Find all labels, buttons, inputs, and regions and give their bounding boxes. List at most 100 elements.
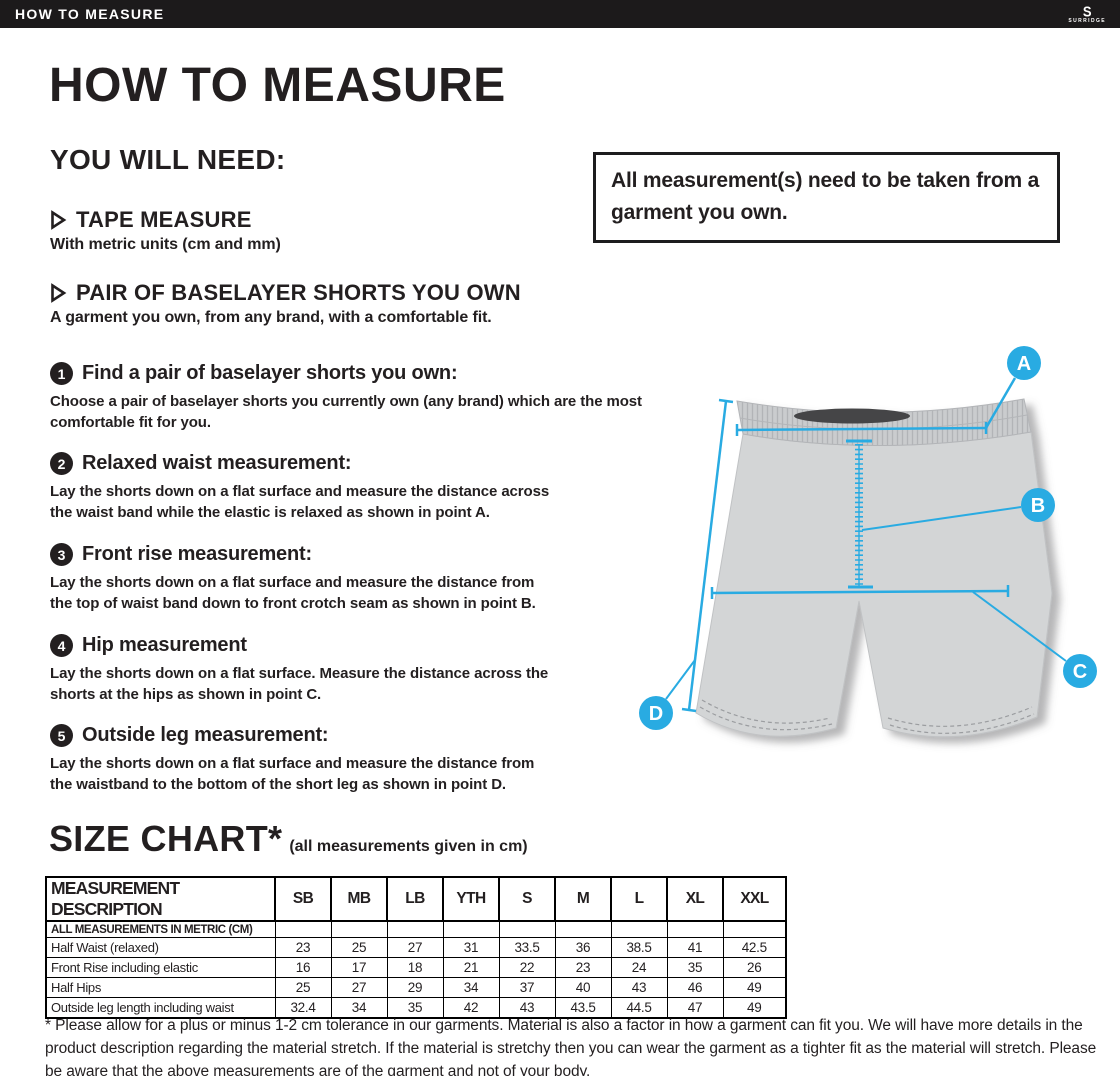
table-cell: 31 (442, 937, 500, 958)
table-cell: 16 (274, 957, 332, 978)
size-chart-table: MEASUREMENT DESCRIPTION SB MB LB YTH S M… (45, 876, 787, 1019)
step-body: Lay the shorts down on a flat surface an… (50, 483, 550, 521)
step-number-badge: 5 (50, 724, 73, 747)
step-body: Lay the shorts down on a flat surface an… (50, 574, 536, 612)
diagram-point-b: B (1021, 488, 1055, 522)
table-cell: Half Hips (45, 977, 276, 998)
table-cell: 27 (330, 977, 388, 998)
notice-box: All measurement(s) need to be taken from… (593, 152, 1060, 243)
step-title: Relaxed waist measurement: (82, 452, 352, 474)
size-chart-heading: SIZE CHART* (all measurements given in cm… (49, 818, 528, 860)
need-item-subtitle: A garment you own, from any brand, with … (50, 309, 492, 326)
top-bar: HOW TO MEASURE S SURRIDGE (0, 0, 1120, 28)
table-cell: 41 (666, 937, 724, 958)
measurement-lines (665, 377, 1067, 713)
table-cell: 24 (610, 957, 668, 978)
step-number-badge: 2 (50, 452, 73, 475)
table-cell: 32.4 (274, 997, 332, 1019)
step-number-badge: 4 (50, 634, 73, 657)
table-cell: Outside leg length including waist (45, 997, 276, 1019)
table-cell: 40 (554, 977, 612, 998)
column-header: LB (386, 876, 444, 922)
table-cell: 49 (722, 997, 787, 1019)
table-row: Front Rise including elastic 16 17 18 21… (45, 957, 787, 978)
table-cell: 43 (610, 977, 668, 998)
table-cell (666, 920, 724, 938)
table-cell: 35 (386, 997, 444, 1019)
table-cell: 49 (722, 977, 787, 998)
column-header: XXL (722, 876, 787, 922)
column-header: S (498, 876, 556, 922)
column-header: M (554, 876, 612, 922)
step-4: 4 Hip measurement Lay the shorts down on… (50, 634, 722, 705)
diagram-point-a: A (1007, 346, 1041, 380)
step-title: Front rise measurement: (82, 543, 312, 565)
table-cell: 36 (554, 937, 612, 958)
table-cell (386, 920, 444, 938)
step-body: Choose a pair of baselayer shorts you cu… (50, 393, 642, 431)
table-cell: 27 (386, 937, 444, 958)
surridge-s-icon: S (1082, 2, 1092, 21)
table-cell (442, 920, 500, 938)
column-header: XL (666, 876, 724, 922)
table-row: Half Waist (relaxed) 23 25 27 31 33.5 36… (45, 937, 787, 958)
page-title: HOW TO MEASURE (49, 59, 506, 112)
table-cell: 43 (498, 997, 556, 1019)
step-body: Lay the shorts down on a flat surface. M… (50, 665, 549, 703)
table-cell: 42.5 (722, 937, 787, 958)
table-cell: 43.5 (554, 997, 612, 1019)
svg-text:C: C (1073, 661, 1087, 683)
step-3: 3 Front rise measurement: Lay the shorts… (50, 543, 722, 614)
triangle-bullet-icon (51, 283, 67, 303)
table-cell: 22 (498, 957, 556, 978)
table-cell (610, 920, 668, 938)
table-cell: 33.5 (498, 937, 556, 958)
table-cell: 46 (666, 977, 724, 998)
diagram-point-c: C (1063, 654, 1097, 688)
table-cell: 23 (274, 937, 332, 958)
need-item-baselayer-shorts: PAIR OF BASELAYER SHORTS YOU OWN A garme… (50, 280, 590, 327)
surridge-logo: S SURRIDGE (1068, 2, 1106, 24)
column-header: MEASUREMENT DESCRIPTION (45, 876, 276, 922)
table-cell: Front Rise including elastic (45, 957, 276, 978)
size-chart-note: (all measurements given in cm) (289, 838, 528, 855)
table-cell: 18 (386, 957, 444, 978)
table-cell: 29 (386, 977, 444, 998)
need-item-tape-measure: TAPE MEASURE With metric units (cm and m… (50, 207, 590, 254)
table-cell: 34 (330, 997, 388, 1019)
table-cell: 25 (274, 977, 332, 998)
table-cell (330, 920, 388, 938)
table-cell: 23 (554, 957, 612, 978)
table-cell: 26 (722, 957, 787, 978)
table-cell: 47 (666, 997, 724, 1019)
svg-text:D: D (649, 703, 663, 725)
table-cell: ALL MEASUREMENTS IN METRIC (CM) (45, 920, 276, 938)
svg-text:B: B (1031, 495, 1045, 517)
need-item-title: PAIR OF BASELAYER SHORTS YOU OWN (76, 280, 521, 305)
shorts-illustration (695, 398, 1053, 738)
table-cell: 21 (442, 957, 500, 978)
table-cell: 37 (498, 977, 556, 998)
table-cell (498, 920, 556, 938)
table-row: Outside leg length including waist 32.4 … (45, 997, 787, 1019)
step-5: 5 Outside leg measurement: Lay the short… (50, 724, 722, 795)
top-bar-title: HOW TO MEASURE (15, 6, 165, 22)
need-item-title: TAPE MEASURE (76, 207, 252, 232)
step-1: 1 Find a pair of baselayer shorts you ow… (50, 362, 722, 433)
step-title: Outside leg measurement: (82, 724, 329, 746)
step-body: Lay the shorts down on a flat surface an… (50, 755, 535, 793)
table-cell: 35 (666, 957, 724, 978)
table-cell (554, 920, 612, 938)
table-header-row: MEASUREMENT DESCRIPTION SB MB LB YTH S M… (45, 876, 787, 922)
table-cell (722, 920, 787, 938)
table-cell: 34 (442, 977, 500, 998)
table-cell: 17 (330, 957, 388, 978)
column-header: YTH (442, 876, 500, 922)
svg-text:A: A (1017, 353, 1031, 375)
step-2: 2 Relaxed waist measurement: Lay the sho… (50, 452, 722, 523)
step-title: Find a pair of baselayer shorts you own: (82, 362, 458, 384)
step-title: Hip measurement (82, 634, 247, 656)
triangle-bullet-icon (51, 210, 67, 230)
table-subheader-row: ALL MEASUREMENTS IN METRIC (CM) (45, 920, 787, 938)
